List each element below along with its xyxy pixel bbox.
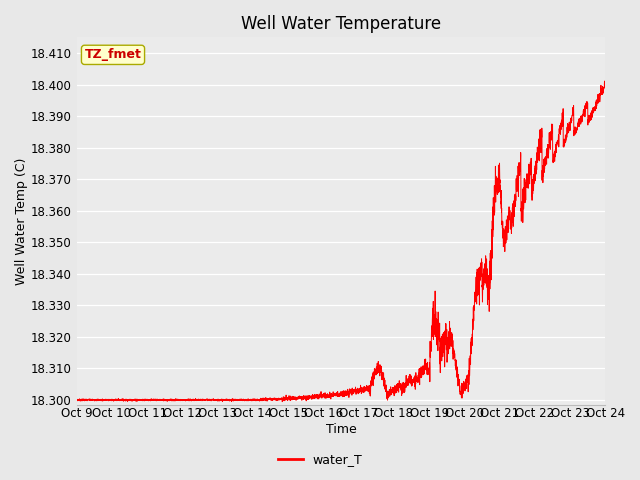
Title: Well Water Temperature: Well Water Temperature [241,15,441,33]
Legend: water_T: water_T [273,448,367,471]
Y-axis label: Well Water Temp (C): Well Water Temp (C) [15,157,28,285]
Text: TZ_fmet: TZ_fmet [84,48,141,61]
X-axis label: Time: Time [326,423,356,436]
